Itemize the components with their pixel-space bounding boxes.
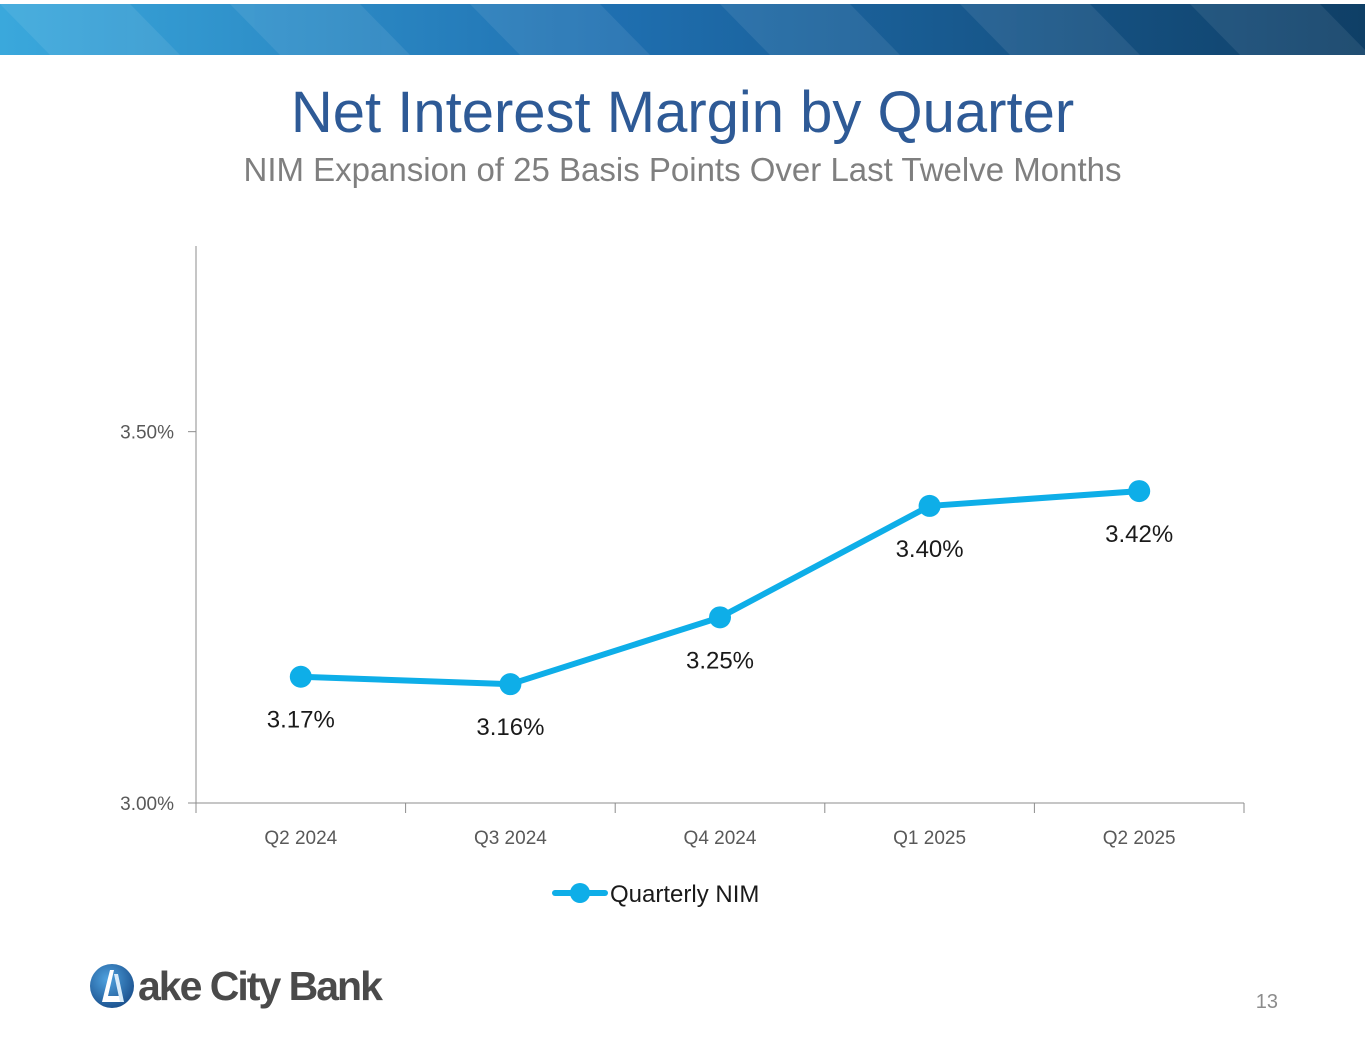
- lake-city-bank-logo: ake City Bank: [88, 955, 383, 1017]
- header-band: [0, 4, 1365, 55]
- x-tick-label: Q2 2024: [264, 828, 337, 849]
- header-band-graphic: [0, 4, 1365, 55]
- data-point: [709, 606, 731, 629]
- data-point: [499, 673, 522, 696]
- lake-city-bank-logo-icon: [90, 964, 134, 1008]
- y-tick-label: 3.50%: [120, 423, 174, 444]
- data-label: 3.42%: [1105, 521, 1173, 548]
- x-ticks: Q2 2024 Q3 2024 Q4 2024 Q1 2025 Q2 2025: [195, 803, 1245, 849]
- legend-label: Quarterly NIM: [610, 881, 759, 908]
- page-title: Net Interest Margin by Quarter: [290, 80, 1075, 145]
- series-layer: 3.17% 3.16% 3.25% 3.40% 3.42%: [267, 480, 1173, 741]
- data-label: 3.25%: [686, 647, 754, 674]
- page-number: 13: [1255, 991, 1278, 1013]
- y-tick-label: 3.00%: [120, 794, 174, 815]
- data-point: [289, 665, 312, 688]
- x-tick-label: Q1 2025: [893, 828, 966, 849]
- x-tick-label: Q4 2024: [684, 828, 757, 849]
- data-label: 3.16%: [476, 714, 544, 741]
- data-label: 3.17%: [267, 707, 335, 734]
- y-ticks: 3.00% 3.50%: [120, 423, 196, 815]
- data-point: [1128, 480, 1151, 503]
- x-tick-label: Q2 2025: [1103, 828, 1176, 849]
- page-subtitle: NIM Expansion of 25 Basis Points Over La…: [243, 151, 1122, 188]
- data-label: 3.40%: [896, 536, 964, 563]
- legend-point-marker: [570, 883, 590, 903]
- x-tick-label: Q3 2024: [474, 828, 547, 849]
- data-point: [918, 494, 941, 517]
- logo-wordmark: ake City Bank: [138, 963, 383, 1009]
- chart-legend: Quarterly NIM: [552, 881, 759, 908]
